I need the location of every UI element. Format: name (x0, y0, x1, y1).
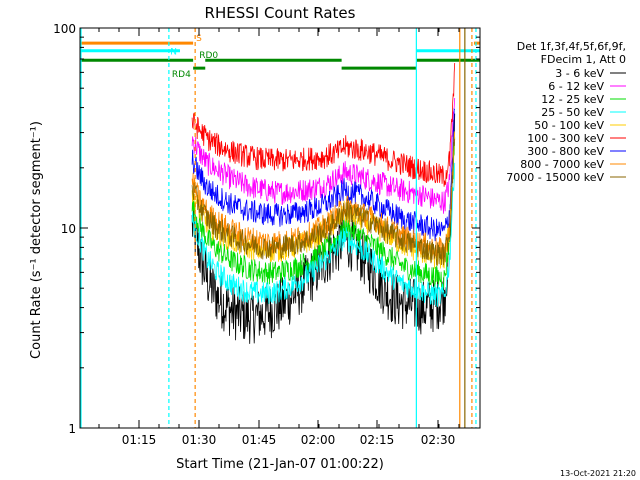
legend-entry-5: 100 - 300 keV (527, 132, 604, 145)
series-line-3 (191, 162, 456, 307)
legend-entry-8: 7000 - 15000 keV (506, 171, 604, 184)
series-line-6 (191, 107, 456, 242)
series-line-1 (191, 97, 456, 214)
y-axis-label: Count Rate (s⁻¹ detector segment⁻¹) (29, 121, 44, 359)
y-tick-label-0: 1 (68, 422, 76, 436)
flag-label-s: S (196, 34, 202, 44)
flag-bars: S N RD0 RD4 (81, 34, 480, 80)
legend: Det 1f,3f,4f,5f,6f,9f,FDecim 1, Att 03 -… (506, 40, 626, 184)
x-tick-label-3: 02:00 (301, 433, 336, 447)
series-line-2 (191, 137, 456, 289)
series-line-5 (191, 62, 456, 187)
x-tick-label-2: 01:45 (242, 433, 277, 447)
x-tick-label-1: 01:30 (182, 433, 217, 447)
y-axis-ticks: 1 10 100 (53, 22, 480, 436)
series-line-8 (191, 138, 456, 267)
flag-label-rd0: RD0 (199, 51, 218, 61)
series-lines (191, 62, 456, 344)
x-tick-label-5: 02:30 (421, 433, 456, 447)
legend-entry-4: 50 - 100 keV (534, 119, 604, 132)
legend-entry-1: 6 - 12 keV (548, 80, 604, 93)
legend-entry-2: 12 - 25 keV (541, 93, 604, 106)
legend-header-1: FDecim 1, Att 0 (541, 53, 626, 66)
flag-label-rd4: RD4 (172, 70, 191, 80)
legend-header-0: Det 1f,3f,4f,5f,6f,9f, (517, 40, 626, 53)
chart-title: RHESSI Count Rates (205, 4, 356, 22)
legend-entry-0: 3 - 6 keV (555, 67, 604, 80)
legend-entry-6: 300 - 800 keV (527, 145, 604, 158)
x-tick-label-4: 02:15 (360, 433, 395, 447)
x-axis-ticks: 01:15 01:30 01:45 02:00 02:15 02:30 (98, 28, 460, 447)
legend-entry-7: 800 - 7000 keV (520, 158, 604, 171)
y-tick-label-1: 10 (61, 222, 76, 236)
flag-label-n: N (170, 48, 177, 58)
legend-entry-3: 25 - 50 keV (541, 106, 604, 119)
footer-timestamp: 13-Oct-2021 21:20 (560, 469, 636, 478)
x-axis-label: Start Time (21-Jan-07 01:00:22) (176, 457, 384, 472)
y-tick-label-2: 100 (53, 22, 76, 36)
x-tick-label-0: 01:15 (122, 433, 157, 447)
